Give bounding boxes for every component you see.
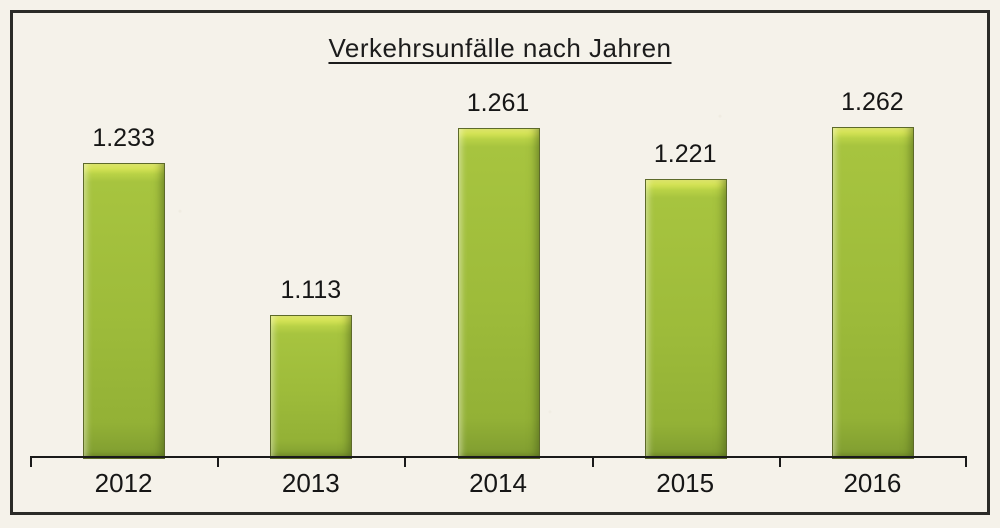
bar-group: 1.113 2013 xyxy=(250,0,371,515)
x-axis-tick xyxy=(778,456,781,467)
x-axis-tick-label: 2015 xyxy=(656,468,715,498)
x-axis-line xyxy=(30,456,966,458)
bar-value-label: 1.262 xyxy=(841,88,904,116)
bar-value-label: 1.261 xyxy=(466,89,530,117)
x-axis-tick-label: 2012 xyxy=(94,468,153,498)
bar xyxy=(270,315,353,459)
bar-group: 1.261 2014 xyxy=(438,0,559,515)
bar-group: 1.262 2016 xyxy=(812,0,933,515)
bar xyxy=(831,127,914,459)
x-axis-tick xyxy=(217,456,220,467)
bar-value-label: 1.221 xyxy=(653,140,717,168)
x-axis-tick xyxy=(30,456,32,467)
bar xyxy=(83,163,166,459)
bar-value-label: 1.113 xyxy=(280,276,342,304)
bar-group: 1.221 2015 xyxy=(625,0,746,515)
bar-value-label: 1.233 xyxy=(92,124,155,152)
x-axis-tick-label: 2016 xyxy=(843,468,902,498)
x-axis-tick xyxy=(965,456,967,467)
chart-frame xyxy=(10,10,990,515)
bar-group: 1.233 2012 xyxy=(63,0,184,515)
x-axis-tick-label: 2013 xyxy=(281,468,340,498)
bar xyxy=(644,179,727,459)
bar xyxy=(457,128,540,459)
x-axis-tick xyxy=(591,456,594,467)
x-axis-tick xyxy=(404,456,407,467)
chart-title: Verkehrsunfälle nach Jahren xyxy=(328,33,672,63)
x-axis-tick-label: 2014 xyxy=(469,468,527,498)
